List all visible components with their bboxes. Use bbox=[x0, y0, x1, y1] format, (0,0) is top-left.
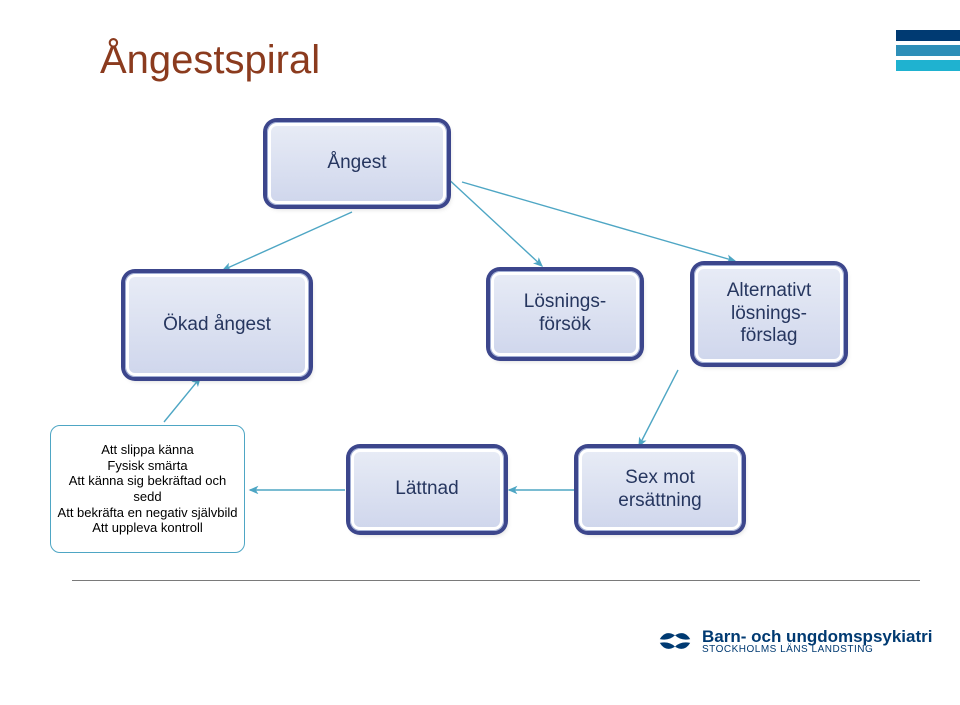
accent-stripes bbox=[896, 30, 960, 75]
stripe-2 bbox=[896, 45, 960, 56]
page-title: Ångestspiral bbox=[100, 38, 320, 83]
logo-text: Barn- och ungdomspsykiatri STOCKHOLMS LÄ… bbox=[702, 628, 932, 655]
logo-line2: STOCKHOLMS LÄNS LANDSTING bbox=[702, 645, 932, 655]
node-angest-label: Ångest bbox=[327, 152, 386, 175]
node-angest: Ångest bbox=[267, 122, 447, 205]
node-alt: Alternativt lösnings- förslag bbox=[694, 265, 844, 363]
stripe-3 bbox=[896, 60, 960, 71]
node-okad: Ökad ångest bbox=[125, 273, 309, 377]
node-lattnad-label: Lättnad bbox=[395, 478, 458, 501]
arrow-angest-to-alt bbox=[462, 182, 735, 261]
logo-icon bbox=[656, 622, 694, 660]
node-okad-label: Ökad ångest bbox=[163, 314, 271, 337]
arrow-angest-to-losning bbox=[444, 175, 542, 266]
node-result: Att slippa känna Fysisk smärta Att känna… bbox=[50, 425, 245, 553]
footer-divider bbox=[72, 580, 920, 581]
slide-canvas: Ångestspiral Ångest Ökad ångest Lösnings- … bbox=[0, 0, 960, 705]
arrow-result-to-okad bbox=[164, 378, 200, 422]
node-alt-label: Alternativt lösnings- förslag bbox=[727, 280, 811, 348]
arrow-losning-to-sexmot bbox=[639, 370, 678, 446]
node-losning: Lösnings- försök bbox=[490, 271, 640, 357]
node-losning-label: Lösnings- försök bbox=[524, 291, 606, 337]
stripe-1 bbox=[896, 30, 960, 41]
node-result-label: Att slippa känna Fysisk smärta Att känna… bbox=[57, 442, 238, 536]
node-sexmot: Sex mot ersättning bbox=[578, 448, 742, 531]
arrow-angest-to-okad bbox=[223, 212, 352, 270]
node-sexmot-label: Sex mot ersättning bbox=[618, 467, 701, 513]
logo-line1: Barn- och ungdomspsykiatri bbox=[702, 628, 932, 645]
footer-logo: Barn- och ungdomspsykiatri STOCKHOLMS LÄ… bbox=[656, 622, 932, 660]
node-lattnad: Lättnad bbox=[350, 448, 504, 531]
